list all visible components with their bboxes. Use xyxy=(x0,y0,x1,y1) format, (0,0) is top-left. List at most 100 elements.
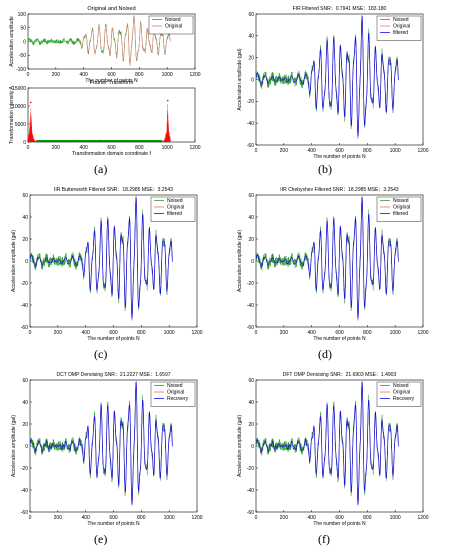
x-tick-label: 0 xyxy=(27,72,30,78)
legend-box xyxy=(376,196,422,222)
x-tick-label: 1200 xyxy=(417,148,428,154)
x-tick-label: 800 xyxy=(135,145,144,151)
y-tick-label: -20 xyxy=(21,466,28,472)
legend-entry: filtered xyxy=(393,211,408,217)
y-axis-label: Acceleration amplitude (gal) xyxy=(237,48,243,110)
caption-a: (a) xyxy=(94,162,108,176)
caption-b: (b) xyxy=(318,162,332,176)
x-tick-label: 200 xyxy=(52,145,61,151)
series-filtered xyxy=(256,381,399,505)
plot-area xyxy=(30,381,173,506)
chart-d: 0 200 400 600 800 1000 1200 -60 -40 -20 0 20 40 60 The… xyxy=(237,187,429,342)
legend-entry: Noised xyxy=(393,198,409,204)
spectrum-peak xyxy=(29,101,32,104)
y-tick-label: -40 xyxy=(21,303,28,309)
x-tick-label: 400 xyxy=(79,145,88,151)
chart-title: IIR Chebyshev Filtered SNR：18.2985 MSE：3… xyxy=(280,187,399,193)
y-axis-label: Acceleration amplitude (gal) xyxy=(11,230,17,292)
x-tick-label: 400 xyxy=(81,515,90,521)
y-tick-label: 20 xyxy=(248,237,254,243)
chart-title: DCT OMP Denoising SNR：21.2227 MSE：1.6597 xyxy=(56,372,170,378)
x-tick-label: 200 xyxy=(280,148,289,154)
axes-frame xyxy=(27,87,196,143)
y-tick-label: -60 xyxy=(247,510,254,516)
legend-entry: Noised xyxy=(165,17,181,23)
x-axis-label: The number of points N xyxy=(313,154,366,160)
legend-entry: Recovery xyxy=(393,396,415,402)
x-tick-label: 600 xyxy=(335,148,344,154)
y-tick-label: -40 xyxy=(247,303,254,309)
x-tick-label: 1200 xyxy=(189,145,200,151)
x-axis-label: The number of points N xyxy=(313,336,366,342)
x-axis-label: The number of points N xyxy=(87,336,140,342)
y-tick-label: 0 xyxy=(251,77,254,83)
y-tick-label: 40 xyxy=(22,215,28,221)
y-axis-label: Acceleration amplitude (gal) xyxy=(237,415,243,477)
x-tick-label: 800 xyxy=(363,515,372,521)
y-tick-label: -60 xyxy=(247,143,254,149)
y-tick-label: -50 xyxy=(19,53,26,59)
series-filtered xyxy=(256,196,399,319)
y-tick-label: 0 xyxy=(251,259,254,265)
caption-f: (f) xyxy=(318,532,330,546)
legend-entry: Original xyxy=(393,390,410,396)
x-tick-label: 200 xyxy=(280,330,289,336)
y-tick-label: 20 xyxy=(248,55,254,61)
x-tick-label: 800 xyxy=(363,330,372,336)
caption-e: (e) xyxy=(94,532,108,546)
y-tick-label: -100 xyxy=(16,67,26,73)
y-axis-label: Transformation intensity A xyxy=(9,86,15,144)
x-tick-label: 1000 xyxy=(162,145,173,151)
x-tick-label: 800 xyxy=(363,148,372,154)
plot-area xyxy=(256,15,399,139)
series-filtered xyxy=(30,196,173,319)
chart-title: DFT OMP Denoising SNR：21.6903 MSE：1.4903 xyxy=(283,372,397,378)
x-tick-label: 1200 xyxy=(191,330,202,336)
y-tick-label: 20 xyxy=(248,422,254,428)
y-tick-label: 0 xyxy=(25,444,28,450)
y-tick-label: 5000 xyxy=(15,122,26,128)
y-tick-label: 60 xyxy=(248,193,254,199)
y-tick-label: 20 xyxy=(22,237,28,243)
y-tick-label: -40 xyxy=(247,488,254,494)
x-tick-label: 1200 xyxy=(417,330,428,336)
legend-box xyxy=(148,15,194,35)
x-tick-label: 1000 xyxy=(390,148,401,154)
legend-entry: Original xyxy=(167,390,184,396)
plot-area xyxy=(30,196,173,321)
x-tick-label: 1000 xyxy=(164,515,175,521)
legend-entry: Noised xyxy=(393,17,409,23)
chart-title: FIR Filtered SNR：0.7941 MSE：183.180 xyxy=(293,6,387,12)
x-axis-label: Transformation domain coordinate f xyxy=(72,151,151,157)
y-axis-label: Acceleration amplitude (gal) xyxy=(11,415,17,477)
caption-d: (d) xyxy=(318,347,332,361)
x-tick-label: 200 xyxy=(52,72,61,78)
y-tick-label: -40 xyxy=(247,121,254,127)
y-tick-label: -20 xyxy=(247,281,254,287)
x-tick-label: 200 xyxy=(54,330,63,336)
y-tick-label: 40 xyxy=(22,400,28,406)
y-tick-label: 60 xyxy=(22,193,28,199)
legend-entry: filtered xyxy=(393,30,408,36)
legend-box xyxy=(376,381,422,407)
x-tick-label: 1200 xyxy=(189,72,200,78)
legend-box xyxy=(150,196,196,222)
plot-area xyxy=(256,381,399,506)
legend-entry: Noised xyxy=(393,383,409,389)
y-axis-label: Acceleration amplitude xyxy=(9,16,15,67)
y-tick-label: 0 xyxy=(23,140,26,146)
x-tick-label: 1200 xyxy=(417,515,428,521)
y-tick-label: 0 xyxy=(23,39,26,45)
x-tick-label: 800 xyxy=(137,515,146,521)
x-tick-label: 0 xyxy=(29,330,32,336)
chart-a-top: 0 200 400 600 800 1000 1200 -100 -50 0 50 100 The nu… xyxy=(9,6,201,84)
x-tick-label: 400 xyxy=(307,330,316,336)
series-filtered xyxy=(30,381,173,505)
y-tick-label: 100 xyxy=(18,12,27,18)
y-tick-label: 40 xyxy=(248,34,254,40)
y-tick-label: -20 xyxy=(21,281,28,287)
legend-entry: filtered xyxy=(167,211,182,217)
legend-box xyxy=(376,15,422,41)
